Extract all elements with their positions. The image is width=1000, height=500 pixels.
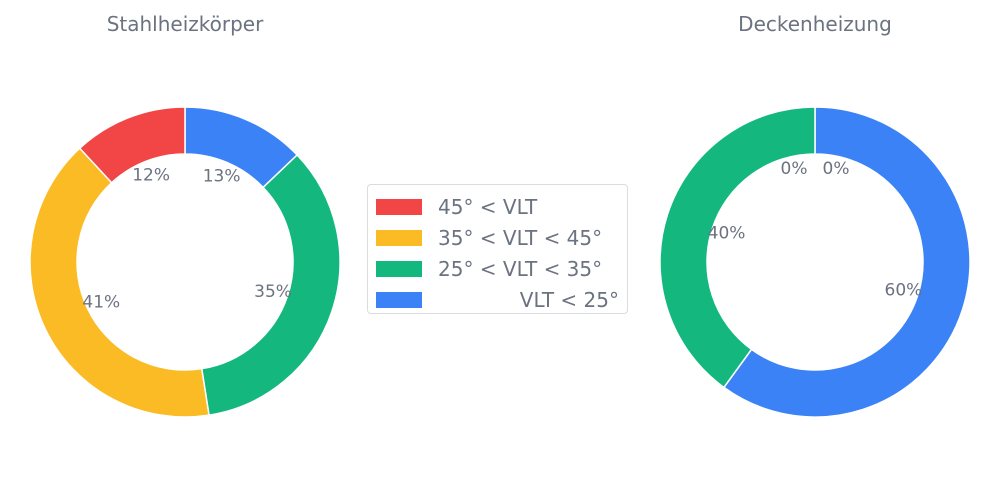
donut-slice bbox=[29, 147, 210, 418]
legend-swatch bbox=[376, 198, 422, 215]
chart-title: Deckenheizung bbox=[738, 12, 892, 36]
chart-title: Stahlheizkörper bbox=[107, 12, 264, 36]
legend-label: 25° < VLT < 35° bbox=[438, 256, 603, 281]
legend-item-below-25: VLT < 25° bbox=[376, 284, 619, 315]
data-label: 40% bbox=[708, 223, 746, 243]
legend-swatch bbox=[376, 229, 422, 246]
data-label: 0% bbox=[781, 159, 808, 179]
legend-label: 45° < VLT bbox=[438, 194, 538, 219]
data-label: 0% bbox=[823, 159, 850, 179]
donut-slice bbox=[659, 106, 816, 389]
donut-slice bbox=[200, 153, 341, 416]
legend-item-45-plus: 45° < VLT bbox=[376, 191, 619, 222]
legend-label: 35° < VLT < 45° bbox=[438, 225, 603, 250]
legend-label: VLT < 25° bbox=[519, 287, 619, 312]
data-label: 35% bbox=[254, 282, 292, 302]
legend-swatch bbox=[376, 291, 422, 308]
legend-item-25-35: 25° < VLT < 35° bbox=[376, 253, 619, 284]
data-label: 60% bbox=[885, 281, 923, 301]
data-label: 13% bbox=[203, 167, 241, 187]
legend: 45° < VLT 35° < VLT < 45° 25° < VLT < 35… bbox=[367, 184, 628, 314]
donut-slice bbox=[78, 106, 186, 184]
legend-swatch bbox=[376, 260, 422, 277]
data-label: 12% bbox=[132, 165, 170, 185]
data-label: 41% bbox=[82, 293, 120, 313]
donut-slice bbox=[722, 106, 971, 418]
legend-item-35-45: 35° < VLT < 45° bbox=[376, 222, 619, 253]
